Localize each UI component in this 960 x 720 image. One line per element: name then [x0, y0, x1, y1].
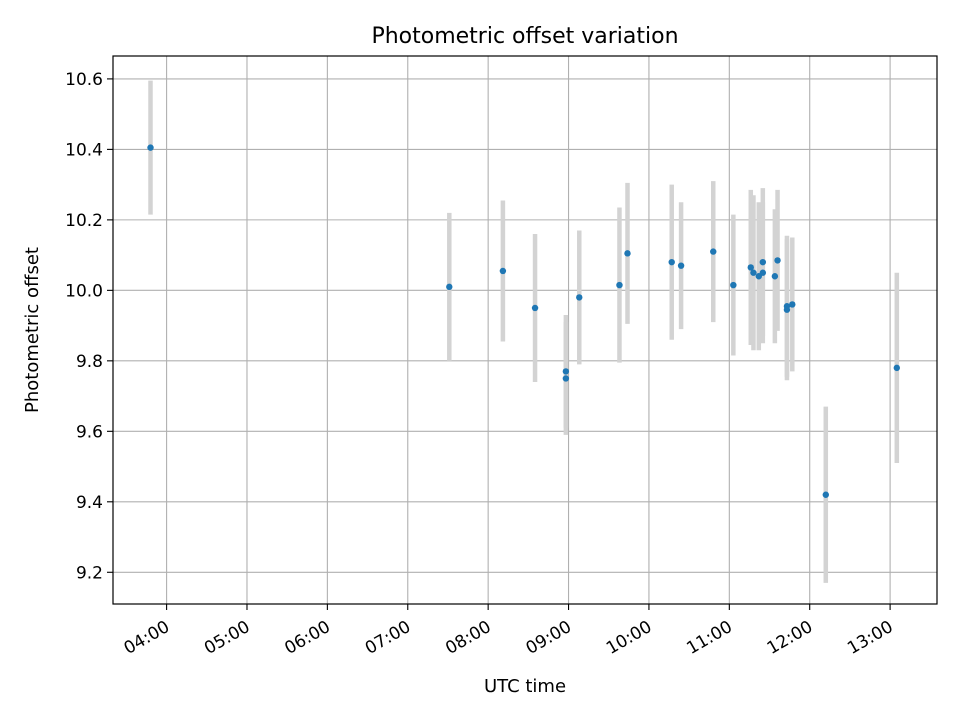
data-point [147, 144, 154, 151]
y-tick-label: 10.0 [65, 281, 103, 301]
data-point [562, 375, 570, 382]
data-point [576, 294, 583, 301]
y-axis-ticks: 9.2 9.4 9.6 9.8 10.0 10.2 10.4 10.6 [65, 70, 113, 583]
data-point [616, 281, 623, 289]
data-point [499, 267, 507, 275]
data-point [446, 283, 453, 291]
data-point [774, 257, 781, 264]
data-point [730, 281, 737, 289]
data-point [822, 491, 829, 498]
data-point [562, 368, 570, 375]
data-point [624, 250, 631, 257]
data-point [771, 273, 779, 280]
y-tick-label: 9.8 [76, 352, 103, 372]
data-point [789, 301, 796, 308]
y-tick-label: 9.2 [76, 563, 103, 583]
y-tick-label: 10.2 [65, 211, 103, 231]
data-point [677, 262, 685, 269]
y-tick-label: 10.4 [65, 140, 103, 160]
data-point [759, 269, 767, 276]
data-point [783, 306, 791, 313]
plot-frame [112, 55, 938, 605]
data-point [747, 264, 754, 271]
data-point [759, 258, 767, 266]
plot-area [113, 56, 937, 604]
data-point [668, 258, 675, 266]
y-tick-label: 9.4 [76, 493, 103, 513]
data-point [750, 269, 757, 276]
chart-title: Photometric offset variation [371, 24, 678, 49]
data-point [531, 304, 539, 312]
data-points [147, 144, 901, 498]
x-axis-label: UTC time [484, 676, 566, 697]
data-point [710, 248, 717, 255]
data-point [893, 364, 901, 372]
grid [113, 56, 937, 604]
y-tick-label: 9.6 [76, 422, 103, 442]
y-axis-label: Photometric offset [22, 247, 43, 413]
y-tick-label: 10.6 [65, 70, 103, 90]
